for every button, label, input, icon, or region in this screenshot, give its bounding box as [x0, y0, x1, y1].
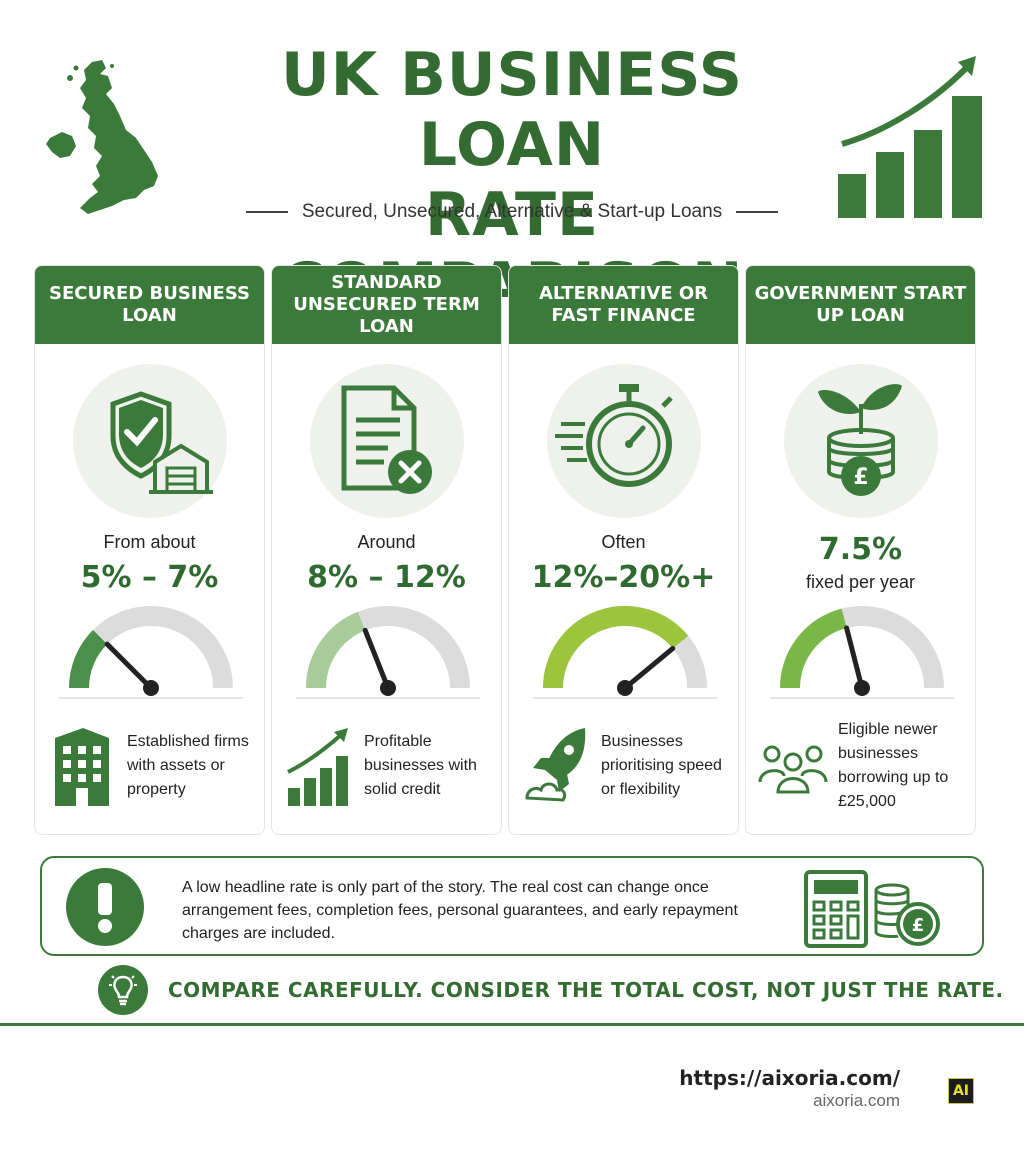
bottom-divider	[0, 1023, 1024, 1026]
gauge-needle	[104, 641, 154, 691]
card-title: GOVERNMENT START UP LOAN	[746, 266, 975, 344]
shield-check-warehouse-icon	[73, 364, 227, 518]
rate-value: 8% – 12%	[307, 560, 466, 595]
footer-url-link[interactable]: https://aixoria.com/	[679, 1066, 900, 1090]
card-unsecured-loan: STANDARD UNSECURED TERM LOAN Around 8% –…	[271, 265, 502, 835]
card-secured-loan: SECURED BUSINESS LOAN From about 5% – 7%	[34, 265, 265, 835]
audience: Eligible newer businesses borrowing up t…	[758, 716, 968, 816]
card-alternative-finance: ALTERNATIVE OR FAST FINANCE Often 12%–20…	[508, 265, 739, 835]
audience: Profitable businesses with solid credit	[284, 716, 494, 816]
title-line-1: UK BUSINESS LOAN	[280, 40, 744, 180]
gauge-hub	[380, 680, 396, 696]
rate-prefix: From about	[103, 532, 196, 552]
cost-warning-text: A low headline rate is only part of the …	[182, 879, 738, 942]
calculator-coins-icon: £	[804, 870, 940, 948]
svg-text:£: £	[912, 915, 925, 936]
subtitle-rule-right	[736, 211, 779, 213]
audience-text: Businesses prioritising speed or flexibi…	[601, 733, 722, 798]
card-title: SECURED BUSINESS LOAN	[35, 266, 264, 344]
rate-prefix: Often	[601, 532, 646, 552]
audience-text: Profitable businesses with solid credit	[364, 733, 477, 798]
rate-gauge	[59, 606, 243, 699]
subtitle-row: Secured, Unsecured, Alternative & Start-…	[200, 200, 824, 224]
gauge-fill	[780, 608, 847, 689]
gauge-fill	[69, 630, 108, 689]
audience: Businesses prioritising speed or flexibi…	[521, 716, 731, 816]
audience-text: Established firms with assets or propert…	[127, 733, 249, 798]
rate-value: 12%–20%+	[531, 560, 716, 595]
growth-bars-icon	[838, 56, 982, 218]
growth-chart-icon	[287, 728, 348, 806]
rate-suffix: fixed per year	[805, 572, 916, 592]
subtitle-rule-left	[245, 211, 288, 213]
office-building-icon	[55, 728, 109, 806]
rate-prefix: Around	[357, 532, 416, 552]
rate-value: 7.5%	[818, 532, 903, 567]
lightbulb-icon	[98, 965, 148, 1015]
gauge-fill	[306, 611, 366, 689]
gauge-needle	[362, 627, 391, 691]
cost-warning-box: A low headline rate is only part of the …	[40, 856, 984, 956]
gauge-needle	[844, 625, 865, 691]
brand-logo-icon: AI	[948, 1078, 974, 1104]
loan-cards: SECURED BUSINESS LOAN From about 5% – 7%	[34, 265, 990, 835]
tip-row: COMPARE CAREFULLY. CONSIDER THE TOTAL CO…	[98, 964, 1003, 1016]
header: UK BUSINESS LOAN RATE COMPARISON Secured…	[0, 0, 1024, 320]
rate-value: 5% – 7%	[80, 560, 219, 595]
gauge-track	[69, 606, 233, 689]
footer-domain: aixoria.com	[813, 1091, 900, 1110]
rate-gauge	[770, 606, 954, 699]
document-x-icon	[310, 364, 464, 518]
card-title: STANDARD UNSECURED TERM LOAN	[272, 266, 501, 344]
subtitle: Secured, Unsecured, Alternative & Start-…	[301, 201, 723, 222]
gauge-needle	[622, 645, 676, 691]
audience-text: Eligible newer businesses borrowing up t…	[838, 721, 949, 810]
gauge-fill	[543, 606, 689, 689]
tip-text: COMPARE CAREFULLY. CONSIDER THE TOTAL CO…	[168, 978, 1004, 1002]
gauge-hub	[617, 680, 633, 696]
rocket-icon	[525, 728, 586, 802]
sprout-coins-icon: £	[784, 364, 938, 518]
exclamation-icon	[66, 868, 144, 946]
audience: Established firms with assets or propert…	[47, 716, 257, 816]
uk-map-icon	[46, 60, 158, 214]
rate-gauge	[296, 606, 480, 699]
card-startup-loan: GOVERNMENT START UP LOAN £ 7.5% fixed pe…	[745, 265, 976, 835]
stopwatch-icon	[547, 364, 701, 518]
rate-gauge	[533, 606, 717, 699]
gauge-hub	[143, 680, 159, 696]
people-group-icon	[758, 745, 828, 794]
svg-text:£: £	[853, 465, 868, 490]
gauge-hub	[854, 680, 870, 696]
card-title: ALTERNATIVE OR FAST FINANCE	[509, 266, 738, 344]
